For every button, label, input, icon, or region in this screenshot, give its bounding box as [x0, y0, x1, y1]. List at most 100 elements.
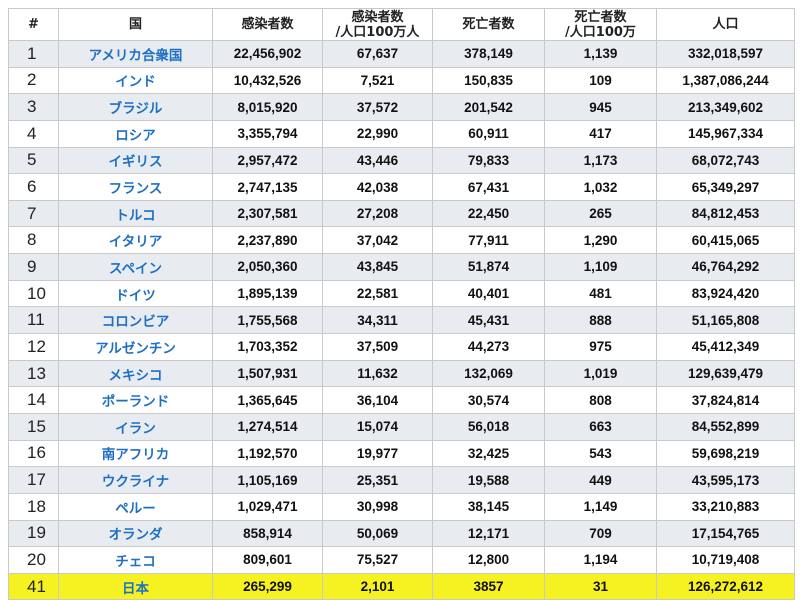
cell-country: チェコ	[58, 546, 213, 574]
cell-deaths-per-million: 945	[544, 93, 657, 121]
table-row: 4 ロシア 3,355,794 22,990 60,911 417 145,967,334	[8, 119, 795, 148]
table-row: 3 ブラジル 8,015,920 37,572 201,542 945 213,349,60…	[8, 93, 795, 121]
cell-deaths-per-million: 888	[544, 306, 657, 335]
cell-cases-per-million: 27,208	[322, 199, 433, 228]
cell-cases: 858,914	[212, 519, 323, 548]
header-deaths-per-million-line2: /人口100万	[565, 24, 636, 40]
cell-cases-per-million: 42,038	[322, 173, 433, 201]
table-row: 9 スペイン 2,050,360 43,845 51,874 1,109 46,764,29…	[8, 253, 795, 281]
table-row: 16 南アフリカ 1,192,570 19,977 32,425 543 59,698,21…	[8, 439, 795, 468]
cell-rank: 16	[8, 439, 59, 468]
table-row: 8 イタリア 2,237,890 37,042 77,911 1,290 60,415,06…	[8, 226, 795, 255]
cell-cases-per-million: 25,351	[322, 466, 433, 494]
cell-cases-per-million: 7,521	[322, 66, 433, 95]
cell-cases-per-million: 37,042	[322, 226, 433, 255]
cell-deaths-per-million: 1,109	[544, 253, 657, 281]
cell-deaths-per-million: 1,194	[544, 546, 657, 574]
cell-deaths-per-million: 31	[544, 572, 657, 600]
cell-country: ウクライナ	[58, 466, 213, 494]
cell-deaths: 32,425	[432, 439, 545, 468]
cell-cases-per-million: 43,446	[322, 146, 433, 175]
cell-rank: 4	[8, 119, 59, 148]
cell-rank: 13	[8, 359, 59, 388]
cell-rank: 12	[8, 333, 59, 361]
table-row: 19 オランダ 858,914 50,069 12,171 709 17,154,765	[8, 519, 795, 548]
cell-cases-per-million: 11,632	[322, 359, 433, 388]
cell-rank: 41	[8, 572, 59, 600]
cell-population: 84,812,453	[656, 199, 795, 228]
cell-cases-per-million: 36,104	[322, 386, 433, 414]
cell-cases: 2,957,472	[212, 146, 323, 175]
cell-deaths: 132,069	[432, 359, 545, 388]
table-row: 18 ペルー 1,029,471 30,998 38,145 1,149 33,210,88…	[8, 492, 795, 521]
cell-rank: 3	[8, 93, 59, 121]
header-deaths-per-million: 死亡者数 /人口100万	[544, 8, 657, 41]
cell-cases: 8,015,920	[212, 93, 323, 121]
cell-country: メキシコ	[58, 359, 213, 388]
cell-cases-per-million: 43,845	[322, 253, 433, 281]
cell-cases: 10,432,526	[212, 66, 323, 95]
cell-deaths: 19,588	[432, 466, 545, 494]
cell-rank: 17	[8, 466, 59, 494]
table-header: # 国 感染者数 感染者数 /人口100万人 死亡者数 死亡者数 /人口100万…	[8, 8, 795, 41]
cell-cases: 1,192,570	[212, 439, 323, 468]
covid-stats-table: # 国 感染者数 感染者数 /人口100万人 死亡者数 死亡者数 /人口100万…	[8, 8, 795, 600]
cell-population: 332,018,597	[656, 40, 795, 68]
cell-cases: 1,507,931	[212, 359, 323, 388]
cell-rank: 8	[8, 226, 59, 255]
cell-deaths: 67,431	[432, 173, 545, 201]
cell-country: コロンビア	[58, 306, 213, 335]
table-row: 20 チェコ 809,601 75,527 12,800 1,194 10,719,408	[8, 546, 795, 574]
cell-country: フランス	[58, 173, 213, 201]
cell-deaths-per-million: 709	[544, 519, 657, 548]
cell-cases: 2,237,890	[212, 226, 323, 255]
cell-deaths-per-million: 543	[544, 439, 657, 468]
cell-country: トルコ	[58, 199, 213, 228]
cell-country: スペイン	[58, 253, 213, 281]
table-row: 1 アメリカ合衆国 22,456,902 67,637 378,149 1,139 332,…	[8, 40, 795, 68]
cell-cases-per-million: 15,074	[322, 412, 433, 441]
cell-deaths: 378,149	[432, 40, 545, 68]
table-row-highlighted: 41 日本 265,299 2,101 3857 31 126,272,612	[8, 572, 795, 600]
header-cases: 感染者数	[212, 8, 323, 41]
cell-population: 45,412,349	[656, 333, 795, 361]
cell-deaths: 12,171	[432, 519, 545, 548]
cell-rank: 2	[8, 66, 59, 95]
cell-population: 129,639,479	[656, 359, 795, 388]
table-row: 12 アルゼンチン 1,703,352 37,509 44,273 975 45,412,3…	[8, 333, 795, 361]
cell-cases: 1,895,139	[212, 279, 323, 308]
cell-population: 46,764,292	[656, 253, 795, 281]
cell-country: アメリカ合衆国	[58, 40, 213, 68]
cell-population: 17,154,765	[656, 519, 795, 548]
cell-population: 43,595,173	[656, 466, 795, 494]
header-cases-per-million: 感染者数 /人口100万人	[322, 8, 433, 41]
cell-deaths-per-million: 481	[544, 279, 657, 308]
cell-deaths: 45,431	[432, 306, 545, 335]
cell-population: 1,387,086,244	[656, 66, 795, 95]
cell-rank: 7	[8, 199, 59, 228]
cell-cases: 1,755,568	[212, 306, 323, 335]
cell-rank: 18	[8, 492, 59, 521]
cell-deaths: 40,401	[432, 279, 545, 308]
cell-country: アルゼンチン	[58, 333, 213, 361]
table-row: 7 トルコ 2,307,581 27,208 22,450 265 84,812,453	[8, 199, 795, 228]
cell-cases: 22,456,902	[212, 40, 323, 68]
table-row: 10 ドイツ 1,895,139 22,581 40,401 481 83,924,420	[8, 279, 795, 308]
cell-cases: 1,365,645	[212, 386, 323, 414]
cell-deaths: 12,800	[432, 546, 545, 574]
table-row: 17 ウクライナ 1,105,169 25,351 19,588 449 43,595,17…	[8, 466, 795, 494]
cell-deaths-per-million: 1,139	[544, 40, 657, 68]
table-row: 11 コロンビア 1,755,568 34,311 45,431 888 51,165,80…	[8, 306, 795, 335]
cell-cases-per-million: 34,311	[322, 306, 433, 335]
cell-cases: 3,355,794	[212, 119, 323, 148]
cell-deaths-per-million: 1,019	[544, 359, 657, 388]
cell-country: 日本	[58, 572, 213, 600]
cell-rank: 9	[8, 253, 59, 281]
cell-deaths: 60,911	[432, 119, 545, 148]
cell-cases: 2,050,360	[212, 253, 323, 281]
cell-cases: 2,307,581	[212, 199, 323, 228]
cell-country: 南アフリカ	[58, 439, 213, 468]
table-row: 2 インド 10,432,526 7,521 150,835 109 1,387,086,2…	[8, 66, 795, 95]
header-country: 国	[58, 8, 213, 41]
cell-population: 83,924,420	[656, 279, 795, 308]
